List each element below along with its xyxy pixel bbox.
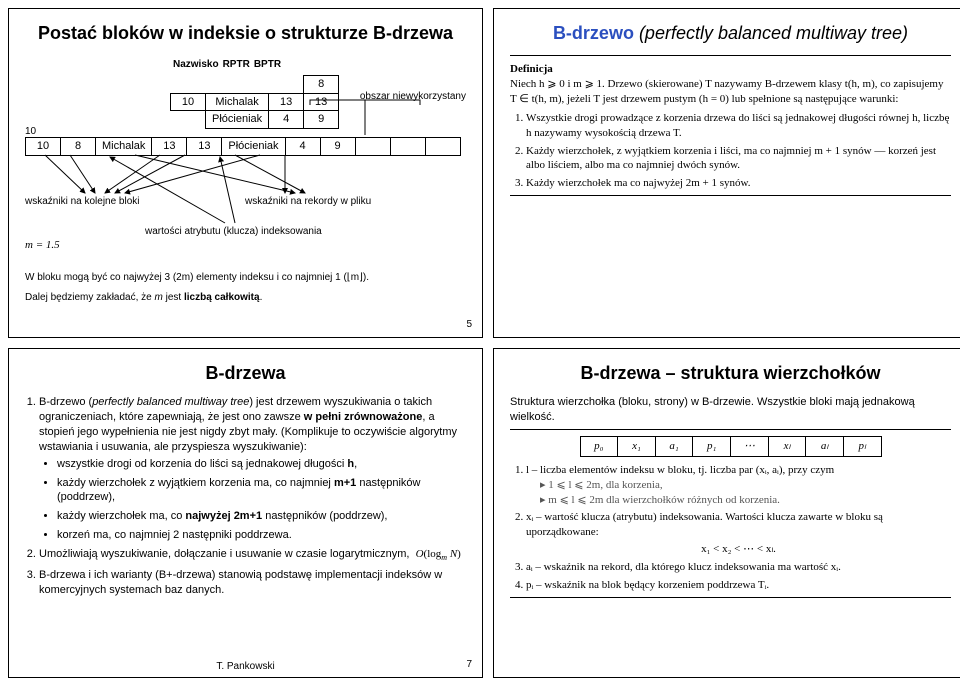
slide-btree-props: B-drzewa B-drzewo (perfectly balanced mu… — [8, 348, 483, 678]
rule — [510, 429, 951, 430]
cell: x₁ — [618, 437, 656, 456]
footnote-1: W bloku mogą być co najwyżej 3 (2m) elem… — [25, 271, 466, 285]
rule — [510, 195, 951, 196]
list-item: Umożliwiają wyszukiwanie, dołączanie i u… — [39, 547, 466, 564]
sub-bullet: ▸ 1 ⩽ l ⩽ 2m, dla korzenia, — [526, 478, 951, 493]
footnote-2: Dalej będziemy zakładać, że m jest liczb… — [25, 291, 466, 305]
def-intro: Niech h ⩾ 0 i m ⩾ 1. Drzewo (skierowane)… — [510, 77, 951, 107]
arrows-svg — [25, 55, 465, 265]
legend-item: l – liczba elementów indeksu w bloku, tj… — [526, 463, 951, 508]
title-main: B-drzewo — [553, 23, 634, 43]
def-head: Definicja — [510, 62, 951, 77]
list-item: B-drzewa i ich warianty (B+-drzewa) stan… — [39, 568, 466, 598]
title-sub: (perfectly balanced multiway tree) — [634, 23, 908, 43]
m-eq: m = 1.5 — [25, 239, 60, 251]
legend: l – liczba elementów indeksu w bloku, tj… — [510, 463, 951, 593]
title: B-drzewo (perfectly balanced multiway tr… — [510, 21, 951, 45]
bullet: korzeń ma, co najmniej 2 następniki podd… — [57, 528, 466, 543]
bullet: każdy wierzchołek ma, co najwyżej 2m+1 n… — [57, 509, 466, 524]
slide-btree-def: B-drzewo (perfectly balanced multiway tr… — [493, 8, 960, 338]
page-number: 5 — [466, 318, 472, 332]
cell: xₗ — [769, 437, 807, 456]
sub-bullet: ▸ m ⩽ l ⩽ 2m dla wierzchołków różnych od… — [526, 493, 951, 508]
rule — [510, 597, 951, 598]
cell: ⋯ — [731, 437, 769, 456]
slide-block-structure: Postać bloków w indeksie o strukturze B-… — [8, 8, 483, 338]
page-number: 7 — [466, 658, 472, 672]
rule — [510, 55, 951, 56]
bullet: każdy wierzchołek z wyjątkiem korzenia m… — [57, 476, 466, 506]
def-item: Każdy wierzchołek, z wyjątkiem korzenia … — [526, 144, 951, 174]
legend-item: aᵢ – wskaźnik na rekord, dla którego klu… — [526, 560, 951, 575]
legend-item: pᵢ – wskaźnik na blok będący korzeniem p… — [526, 578, 951, 593]
author: T. Pankowski — [216, 660, 274, 674]
cell: pₗ — [844, 437, 881, 456]
list-item: B-drzewo (perfectly balanced multiway tr… — [39, 395, 466, 543]
title: B-drzewa — [25, 361, 466, 385]
slide-node-structure: B-drzewa – struktura wierzchołków Strukt… — [493, 348, 960, 678]
legend-item: xᵢ – wartość klucza (atrybutu) indeksowa… — [526, 510, 951, 557]
intro: Struktura wierzchołka (bloku, strony) w … — [510, 395, 951, 425]
title: Postać bloków w indeksie o strukturze B-… — [25, 21, 466, 45]
cell: p₀ — [581, 437, 619, 456]
node-cells: p₀ x₁ a₁ p₁ ⋯ xₗ aₗ pₗ — [580, 436, 882, 457]
def-item: Każdy wierzchołek ma co najwyżej 2m + 1 … — [526, 176, 951, 191]
title: B-drzewa – struktura wierzchołków — [510, 361, 951, 385]
formula: x₁ < x₂ < ⋯ < xₗ. — [526, 542, 951, 557]
bullet: wszystkie drogi od korzenia do liści są … — [57, 457, 466, 472]
diagram-area: Nazwisko RPTR BPTR 8 10Michalak1313 Płóc… — [25, 55, 466, 265]
def-item: Wszystkie drogi prowadzące z korzenia dr… — [526, 111, 951, 141]
cell: p₁ — [693, 437, 731, 456]
cell: a₁ — [656, 437, 694, 456]
definition-block: Definicja Niech h ⩾ 0 i m ⩾ 1. Drzewo (s… — [510, 62, 951, 191]
cell: aₗ — [806, 437, 844, 456]
